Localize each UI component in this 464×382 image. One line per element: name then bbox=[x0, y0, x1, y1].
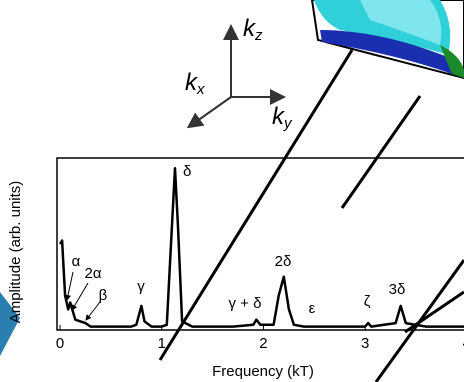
spectrum-line bbox=[59, 167, 464, 328]
annotation-arrows bbox=[65, 271, 101, 321]
fermi-surface-image bbox=[310, 0, 464, 80]
peak-label: γ + δ bbox=[229, 295, 262, 312]
axis-icon-label: ky bbox=[272, 103, 293, 132]
x-tick-label: 2 bbox=[259, 335, 267, 352]
projection-lines bbox=[158, 49, 464, 382]
x-tick-label: 3 bbox=[361, 335, 369, 352]
peak-label: ε bbox=[309, 300, 316, 317]
peak-label: ζ bbox=[364, 293, 371, 310]
axis-icon-label: kz bbox=[243, 15, 263, 44]
peak-label: α bbox=[72, 253, 81, 270]
y-axis-label: Amplitude (arb. units) bbox=[7, 181, 24, 324]
axis-icon-label: kx bbox=[185, 69, 205, 98]
peak-label: 3δ bbox=[389, 281, 406, 298]
x-tick-label: 0 bbox=[56, 335, 64, 352]
x-axis-label: Frequency (kT) bbox=[212, 363, 314, 380]
decoration bbox=[0, 292, 20, 356]
plot-frame bbox=[56, 157, 464, 331]
plot bbox=[56, 157, 464, 331]
peak-label: δ bbox=[183, 163, 191, 180]
peak-label: 2δ bbox=[275, 253, 292, 270]
peak-label: γ bbox=[137, 278, 145, 295]
x-tick-label: 1 bbox=[158, 335, 166, 352]
axes-icon: kz kx ky bbox=[185, 15, 293, 132]
peak-label: 2α bbox=[84, 265, 101, 282]
x-tick-label: 4 bbox=[463, 335, 464, 352]
peak-label: β bbox=[99, 287, 108, 304]
